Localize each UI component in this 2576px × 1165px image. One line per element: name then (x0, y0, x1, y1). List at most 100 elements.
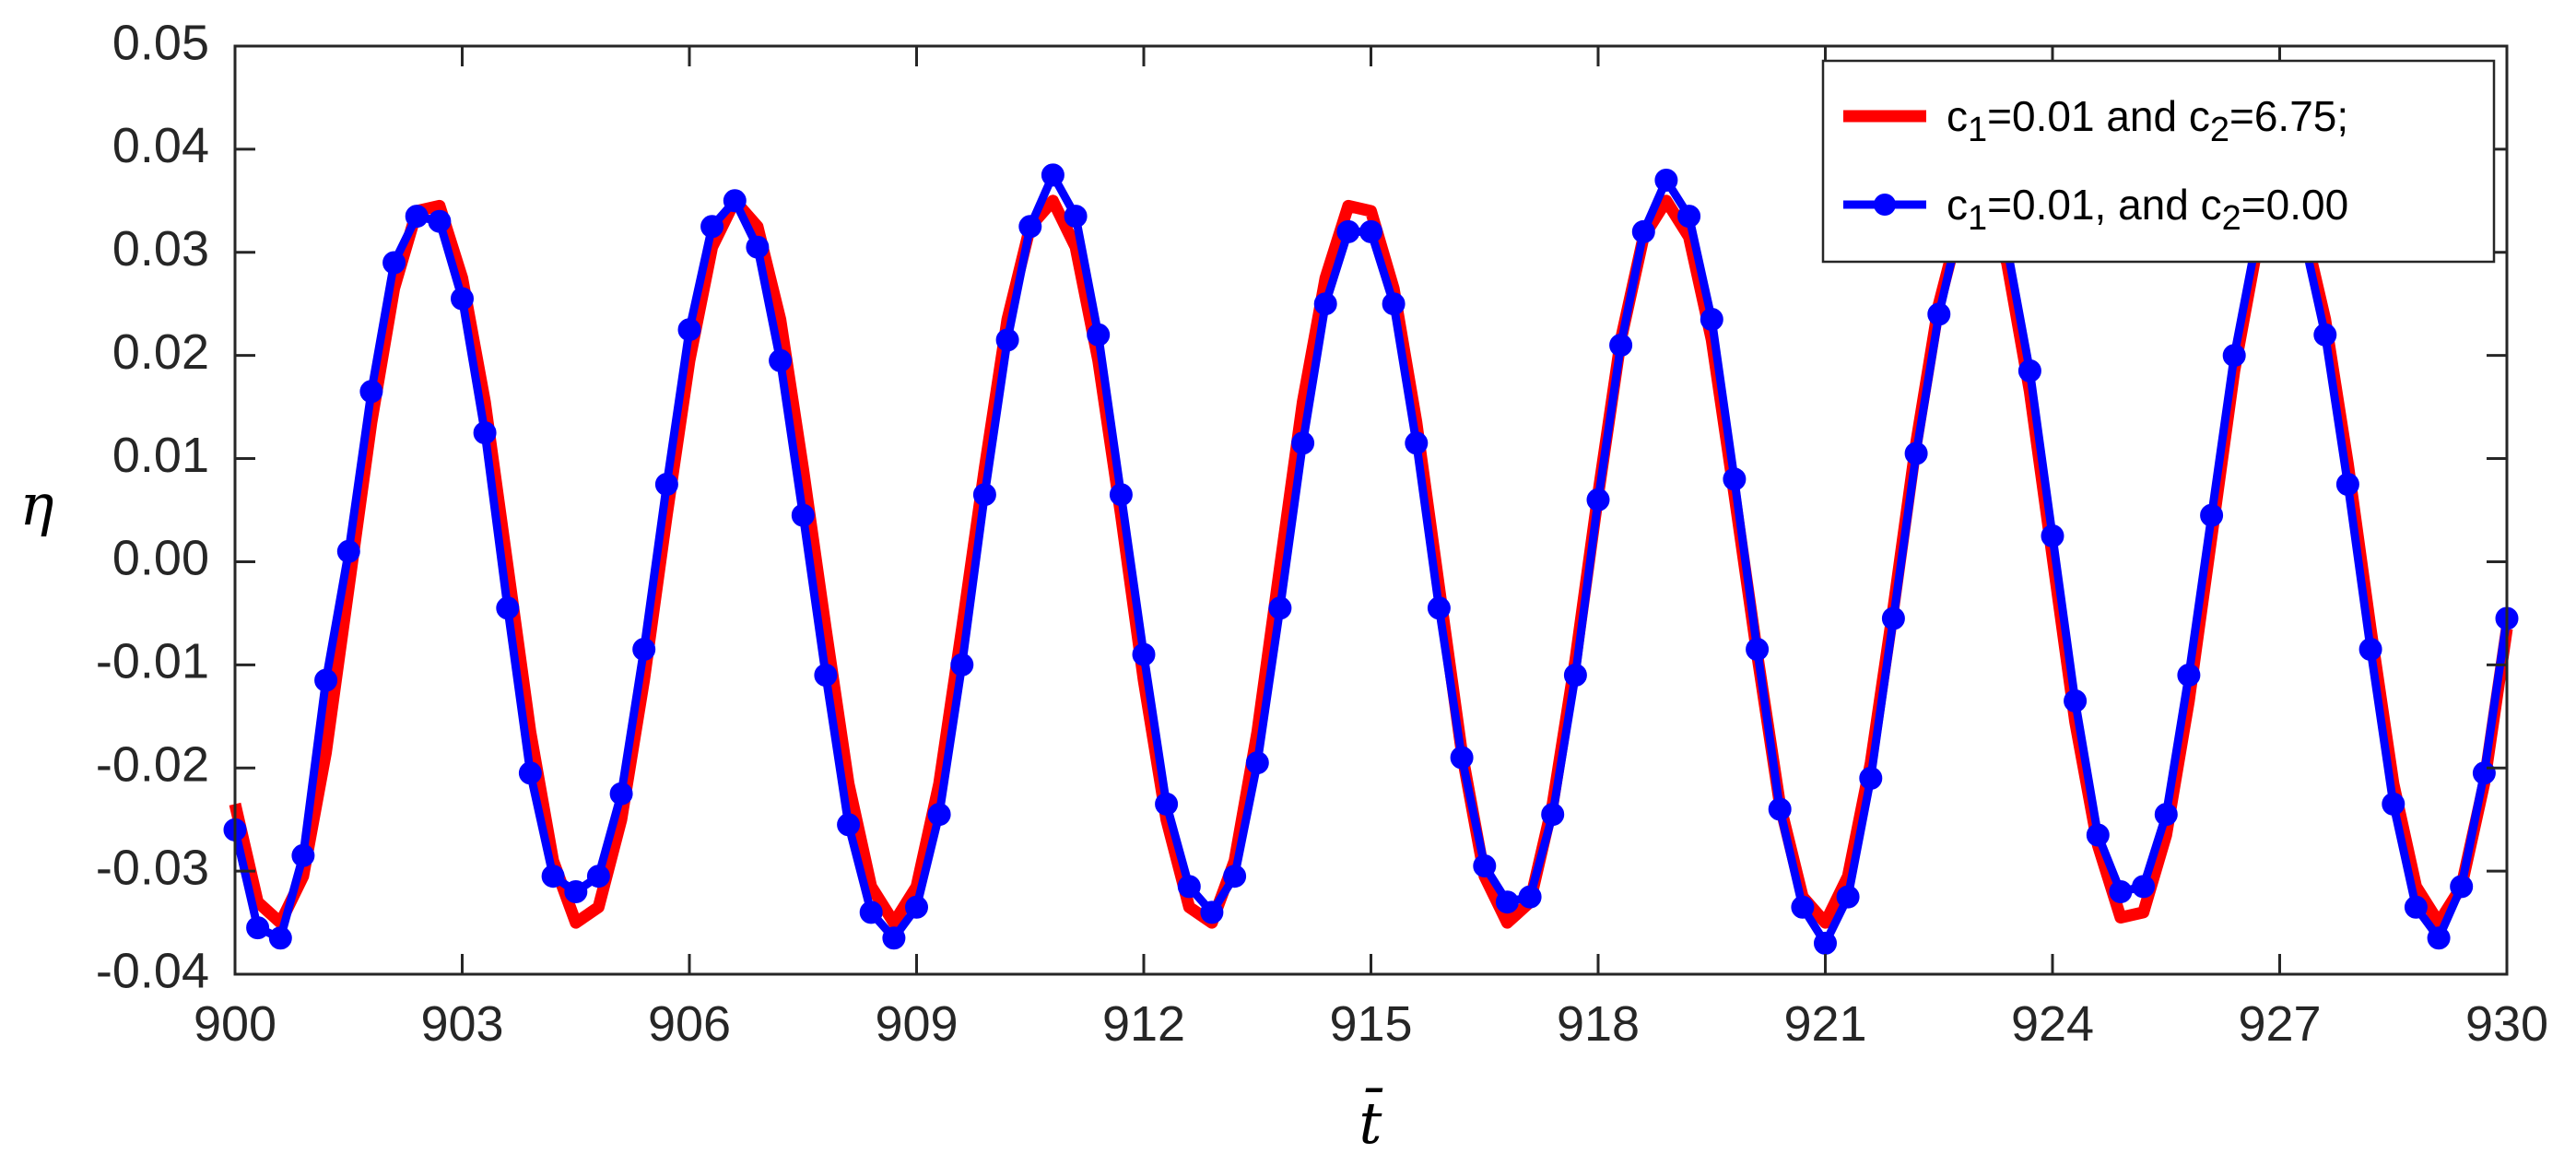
y-tick-label: 0.00 (112, 531, 209, 586)
y-tick-label: 0.04 (112, 118, 209, 173)
data-point (1382, 292, 1406, 316)
data-point (1836, 885, 1860, 909)
data-point (1904, 441, 1928, 465)
data-point (700, 215, 724, 239)
y-tick-label: 0.02 (112, 324, 209, 380)
data-point (2313, 323, 2337, 347)
data-point (1450, 746, 1474, 770)
data-point (473, 421, 497, 445)
data-point (2154, 803, 2178, 827)
x-tick-label: 912 (1102, 996, 1185, 1052)
data-point (291, 843, 315, 867)
y-axis-label: η (19, 471, 53, 538)
data-point (1723, 467, 1747, 491)
data-point (1427, 596, 1451, 620)
data-point (2450, 875, 2474, 899)
data-point (769, 348, 793, 372)
legend-label: c1=0.01 and c2=6.75; (1947, 92, 2348, 149)
x-tick-label: 915 (1329, 996, 1412, 1052)
data-point (905, 895, 928, 919)
data-point (859, 900, 883, 924)
legend: c1=0.01 and c2=6.75; c1=0.01, and c2=0.00 (1821, 59, 2496, 264)
data-point (814, 664, 838, 687)
data-point (1677, 205, 1701, 229)
data-point (1541, 803, 1565, 827)
data-point (2404, 895, 2428, 919)
data-point (336, 539, 360, 563)
data-point (677, 318, 701, 342)
y-tick-label: -0.02 (96, 736, 209, 792)
data-point (2335, 473, 2359, 496)
data-point (2041, 524, 2064, 547)
data-point (609, 782, 633, 806)
legend-marker (1874, 194, 1896, 216)
data-point (950, 653, 974, 677)
y-tick-label: -0.03 (96, 840, 209, 895)
data-point (1768, 797, 1792, 821)
data-point (1268, 596, 1292, 620)
data-point (1359, 219, 1382, 243)
data-point (1814, 931, 1837, 955)
series-1-line (229, 194, 2513, 929)
x-tick-label: 903 (420, 996, 503, 1052)
data-point (1518, 885, 1542, 909)
data-point (2109, 880, 2133, 903)
data-point (746, 235, 770, 259)
x-tick-label: 900 (194, 996, 276, 1052)
data-point (382, 251, 406, 275)
data-point (1859, 766, 1883, 790)
data-point (632, 638, 656, 661)
data-point (723, 189, 747, 213)
x-tick-label: 921 (1783, 996, 1866, 1052)
data-point (972, 483, 996, 507)
x-tick-label: 906 (648, 996, 731, 1052)
y-tick-label: 0.03 (112, 221, 209, 277)
data-point (2017, 359, 2041, 382)
data-point (1586, 488, 1610, 512)
x-tick-label: 918 (1557, 996, 1640, 1052)
x-tick-label: 930 (2465, 996, 2548, 1052)
data-point (496, 596, 520, 620)
data-point (1654, 169, 1678, 192)
data-point (1609, 334, 1633, 357)
y-tick-label: 0.01 (112, 428, 209, 483)
data-point (1041, 163, 1065, 187)
data-point (1177, 875, 1201, 899)
data-point (1746, 638, 1770, 661)
data-point (2472, 761, 2496, 785)
data-point (882, 926, 906, 950)
data-point (1291, 431, 1315, 455)
data-point (1563, 664, 1587, 687)
data-point (2382, 792, 2405, 816)
data-point (1791, 895, 1815, 919)
x-tick-label: 924 (2011, 996, 2094, 1052)
data-point (1495, 890, 1519, 914)
data-point (927, 803, 951, 827)
data-point (2222, 344, 2246, 368)
data-point (1109, 483, 1133, 507)
data-point (451, 287, 474, 311)
data-point (518, 761, 542, 785)
x-axis-label: t̄ (1359, 1088, 1383, 1157)
data-point (1155, 792, 1179, 816)
data-point (541, 865, 565, 888)
data-point (837, 813, 861, 837)
data-point (2200, 503, 2224, 527)
data-point (1245, 751, 1269, 775)
data-point (1881, 606, 1905, 630)
data-point (1223, 865, 1247, 888)
data-point (1473, 854, 1497, 877)
data-point (2064, 689, 2088, 712)
x-tick-label: 927 (2238, 996, 2321, 1052)
data-point (995, 328, 1019, 352)
data-point (2177, 664, 2201, 687)
data-point (1132, 642, 1156, 666)
data-point (1064, 205, 1088, 229)
data-point (1018, 215, 1042, 239)
data-point (1405, 431, 1429, 455)
data-point (1631, 219, 1655, 243)
data-point (2132, 875, 2156, 899)
data-point (428, 209, 452, 233)
data-point (1700, 308, 1723, 331)
data-point (654, 473, 678, 496)
